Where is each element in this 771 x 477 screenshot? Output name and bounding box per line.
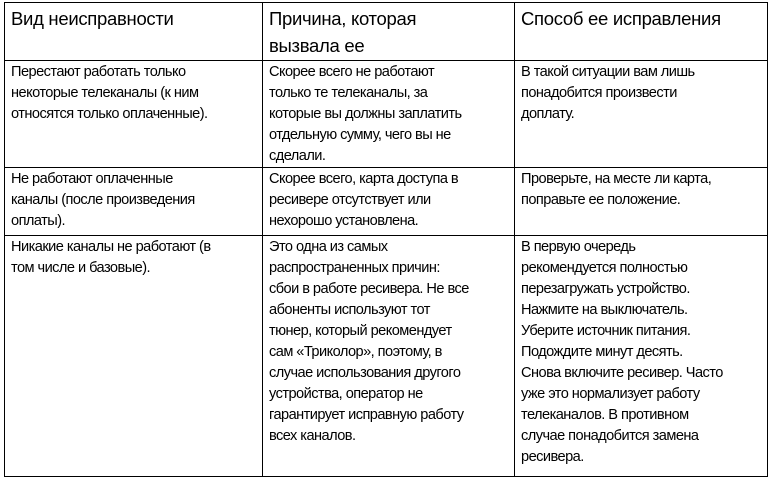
header-cell-problem: Вид неисправности xyxy=(4,2,263,61)
cell-text-line: оплаты). xyxy=(11,213,66,229)
cell-fix: Проверьте, на месте ли карта, поправьте е… xyxy=(514,167,768,236)
cell-text-line: ресивера. xyxy=(521,449,584,465)
cell-text-line: ресивере отсутствует или xyxy=(269,192,431,208)
cell-text-line: Вид неисправности xyxy=(11,8,174,29)
cell-text-line: отдельную сумму, чего вы не xyxy=(269,127,451,143)
cell-text-line: Никакие каналы не работают (в xyxy=(11,239,211,255)
troubleshooting-table: Вид неисправности Причина, которая вызвал… xyxy=(4,2,768,477)
cell-text-line: Скорее всего не работают xyxy=(269,64,435,80)
cell-text-line: относятся только оплаченные). xyxy=(11,106,208,122)
cell-text-line: распространенных причин: xyxy=(269,260,440,276)
cell-text-line: Не работают оплаченные xyxy=(11,171,173,187)
cell-text-line: Подождите минут десять. xyxy=(521,344,683,360)
header-cell-cause: Причина, которая вызвала ее xyxy=(262,2,515,61)
cell-problem: Не работают оплаченные каналы (после прои… xyxy=(4,167,263,236)
cell-text-line: Способ ее исправления xyxy=(521,8,721,29)
cell-text-line: абоненты используют тот xyxy=(269,302,430,318)
cell-text-line: только те телеканалы, за xyxy=(269,85,428,101)
cell-fix: В первую очередь рекомендуется полностью п… xyxy=(514,235,768,477)
cell-text-line: уже это нормализует работу xyxy=(521,386,700,402)
cell-text-line: поправьте ее положение. xyxy=(521,192,681,208)
cell-text-line: Уберите источник питания. xyxy=(521,323,691,339)
cell-text-line: тюнер, который рекомендует xyxy=(269,323,452,339)
cell-text-line: Скорее всего, карта доступа в xyxy=(269,171,459,187)
cell-text-line: случае понадобится замена xyxy=(521,428,699,444)
header-cell-fix: Способ ее исправления xyxy=(514,2,768,61)
cell-cause: Скорее всего не работают только те телека… xyxy=(262,60,515,168)
cell-problem: Никакие каналы не работают (в том числе и… xyxy=(4,235,263,477)
cell-problem: Перестают работать только некоторые телек… xyxy=(4,60,263,168)
cell-text-line: некоторые телеканалы (к ним xyxy=(11,85,199,101)
cell-text-line: Снова включите ресивер. Часто xyxy=(521,365,723,381)
cell-text-line: которые вы должны заплатить xyxy=(269,106,462,122)
cell-text-line: Нажмите на выключатель. xyxy=(521,302,688,318)
cell-text-line: нехорошо установлена. xyxy=(269,213,419,229)
cell-text-line: телеканалов. В противном xyxy=(521,407,689,423)
cell-text-line: рекомендуется полностью xyxy=(521,260,688,276)
cell-text-line: всех каналов. xyxy=(269,428,356,444)
table-row: Никакие каналы не работают (в том числе и… xyxy=(4,235,768,477)
cell-text-line: Перестают работать только xyxy=(11,64,186,80)
cell-text-line: том числе и базовые). xyxy=(11,260,151,276)
cell-text-line: вызвала ее xyxy=(269,35,365,56)
cell-text-line: случае использования другого xyxy=(269,365,461,381)
cell-text-line: сделали. xyxy=(269,148,326,164)
cell-text-line: Проверьте, на месте ли карта, xyxy=(521,171,712,187)
cell-fix: В такой ситуации вам лишь понадобится про… xyxy=(514,60,768,168)
cell-text-line: устройства, оператор не xyxy=(269,386,423,402)
cell-cause: Это одна из самых распространенных причин… xyxy=(262,235,515,477)
cell-text-line: сбои в работе ресивера. Не все xyxy=(269,281,469,297)
header-row: Вид неисправности Причина, которая вызвал… xyxy=(4,2,768,61)
table-row: Перестают работать только некоторые телек… xyxy=(4,60,768,168)
cell-text-line: доплату. xyxy=(521,106,575,122)
cell-text-line: гарантирует исправную работу xyxy=(269,407,464,423)
cell-text-line: каналы (после произведения xyxy=(11,192,195,208)
table-row: Не работают оплаченные каналы (после прои… xyxy=(4,167,768,236)
cell-text-line: Причина, которая xyxy=(269,8,417,29)
cell-cause: Скорее всего, карта доступа в ресивере от… xyxy=(262,167,515,236)
cell-text-line: В такой ситуации вам лишь xyxy=(521,64,695,80)
cell-text-line: понадобится произвести xyxy=(521,85,677,101)
cell-text-line: сам «Триколор», поэтому, в xyxy=(269,344,442,360)
cell-text-line: В первую очередь xyxy=(521,239,636,255)
cell-text-line: перезагружать устройство. xyxy=(521,281,690,297)
cell-text-line: Это одна из самых xyxy=(269,239,388,255)
